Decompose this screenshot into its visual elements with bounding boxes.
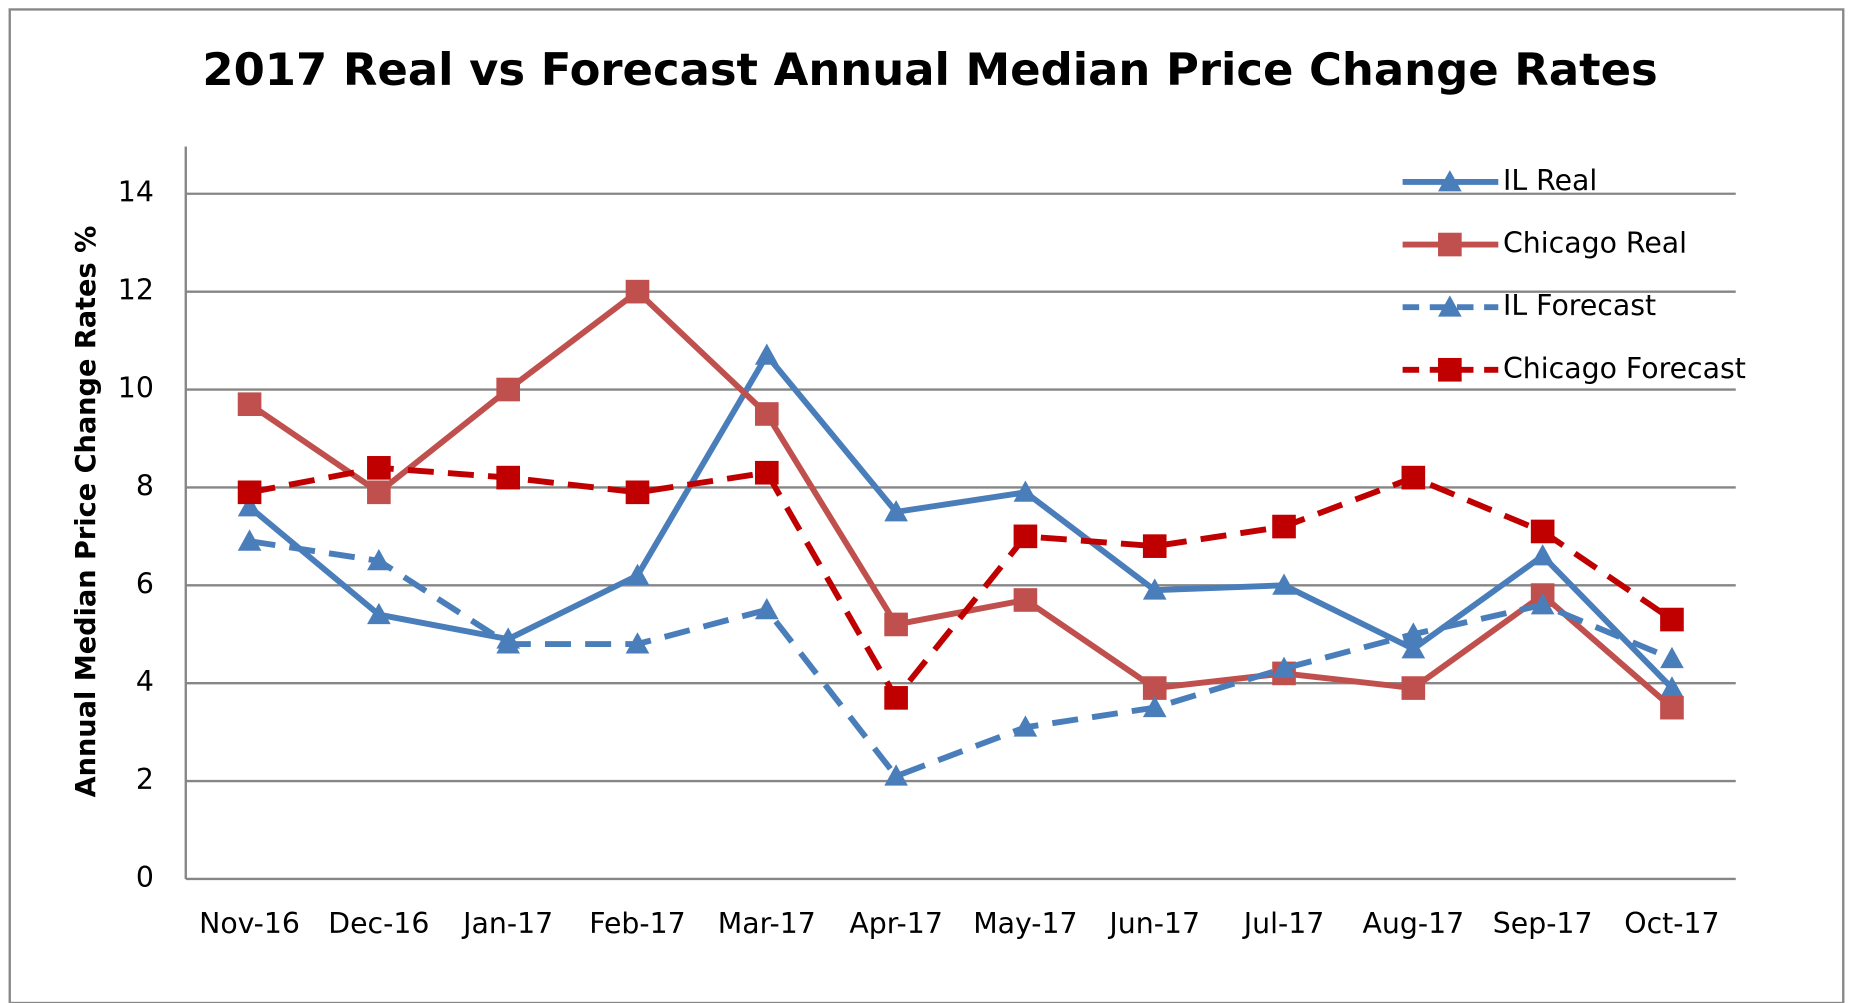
marker: [1142, 578, 1167, 600]
marker: [1013, 715, 1038, 737]
legend-label: IL Forecast: [1503, 289, 1656, 322]
marker: [1142, 695, 1167, 718]
y-tick-label: 4: [136, 665, 154, 698]
marker: [1401, 637, 1426, 659]
x-tick-label: Apr-17: [849, 907, 943, 940]
marker: [496, 465, 520, 490]
marker: [625, 279, 650, 304]
marker: [1142, 534, 1167, 558]
marker: [1272, 656, 1296, 678]
chart-title: 2017 Real vs Forecast Annual Median Pric…: [202, 43, 1657, 96]
x-tick-label: May-17: [973, 907, 1077, 940]
marker: [367, 602, 391, 625]
legend-label: Chicago Forecast: [1503, 352, 1746, 385]
marker: [1438, 295, 1462, 317]
y-axis-label: Annual Median Price Change Rates %: [71, 226, 102, 798]
marker: [1438, 232, 1462, 257]
x-tick-label: Oct-17: [1624, 907, 1719, 940]
x-tick-label: Jun-17: [1107, 907, 1200, 940]
y-tick-label: 12: [118, 274, 154, 307]
x-tick-label: Mar-17: [718, 907, 816, 940]
marker: [237, 392, 262, 417]
x-tick-label: Feb-17: [589, 907, 685, 940]
marker: [367, 549, 391, 571]
x-tick-label: Nov-16: [199, 907, 300, 940]
marker: [1401, 622, 1426, 644]
x-tick-label: Sep-17: [1493, 907, 1593, 940]
y-tick-label: 6: [136, 567, 154, 600]
marker: [1438, 170, 1462, 192]
x-tick-label: Aug-17: [1363, 907, 1465, 940]
marker: [1272, 514, 1296, 539]
series-line: [247, 288, 1674, 710]
marker: [1013, 480, 1038, 502]
x-tick-label: Jul-17: [1242, 907, 1325, 940]
y-tick-label: 2: [136, 763, 154, 796]
marker: [1401, 676, 1426, 700]
series-line: [249, 538, 1674, 780]
marker: [1530, 544, 1555, 566]
x-tick-label: Jan-17: [461, 907, 553, 940]
y-tick-label: 14: [118, 176, 154, 209]
marker: [884, 612, 908, 637]
marker: [237, 495, 262, 517]
marker: [754, 460, 779, 485]
marker: [1438, 357, 1462, 382]
marker: [1530, 519, 1555, 544]
marker: [496, 632, 520, 654]
marker: [754, 402, 779, 426]
marker: [237, 529, 262, 551]
marker: [625, 563, 650, 585]
marker: [754, 597, 779, 620]
marker: [625, 480, 650, 505]
marker: [1660, 695, 1684, 720]
marker: [884, 686, 908, 710]
marker: [1660, 646, 1684, 669]
series-line: [247, 352, 1675, 691]
marker: [1401, 465, 1426, 490]
legend-label: Chicago Real: [1503, 227, 1687, 260]
marker: [625, 632, 650, 654]
marker: [1530, 593, 1555, 615]
marker: [1660, 607, 1684, 632]
marker: [237, 480, 262, 505]
x-tick-label: Dec-16: [328, 907, 429, 940]
y-tick-label: 8: [136, 469, 154, 502]
marker: [367, 456, 391, 480]
marker: [754, 343, 779, 365]
marker: [884, 764, 908, 786]
marker: [1660, 676, 1684, 698]
marker: [1142, 676, 1167, 700]
marker: [1272, 573, 1296, 595]
marker: [1013, 524, 1038, 549]
y-tick-label: 10: [118, 372, 154, 405]
marker: [884, 500, 908, 522]
y-tick-label: 0: [136, 861, 154, 894]
legend-label: IL Real: [1503, 164, 1597, 197]
marker: [1013, 588, 1038, 612]
marker: [496, 377, 520, 402]
series-line: [249, 464, 1674, 701]
marker: [367, 480, 391, 505]
